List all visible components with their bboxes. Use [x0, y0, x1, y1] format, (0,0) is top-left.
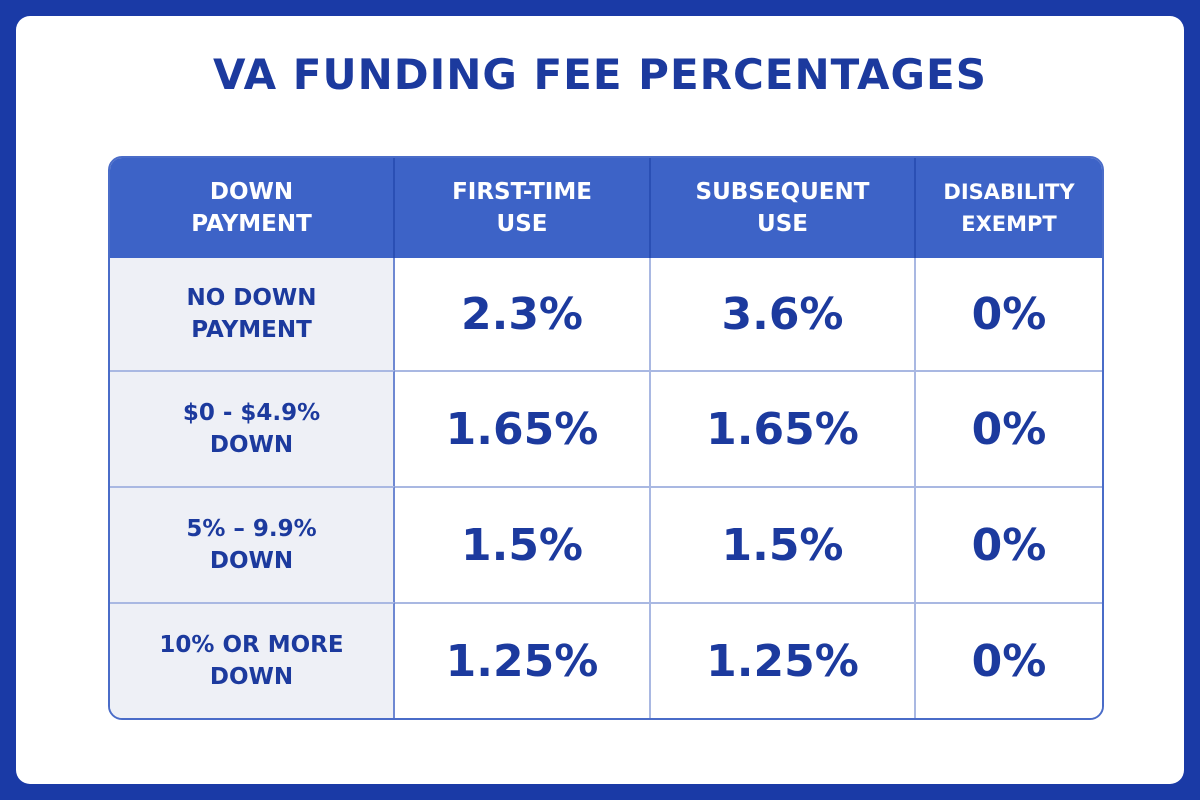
header-line: FIRST-TIME: [452, 179, 592, 205]
header-line: DISABILITY: [943, 180, 1075, 204]
header-down-payment: DOWN PAYMENT: [110, 158, 395, 258]
first-time-value: 1.65%: [395, 370, 651, 487]
subsequent-value: 3.6%: [651, 258, 916, 371]
exempt-value: 0%: [916, 258, 1102, 371]
row-label: NO DOWN PAYMENT: [110, 258, 395, 371]
label-line: PAYMENT: [191, 317, 312, 344]
exempt-value: 0%: [916, 370, 1102, 487]
label-line: 10% OR MORE: [159, 632, 344, 659]
subsequent-value: 1.5%: [651, 486, 916, 603]
first-time-value: 2.3%: [395, 258, 651, 371]
row-label: 5% – 9.9% DOWN: [110, 486, 395, 603]
header-first-time-use: FIRST-TIME USE: [395, 158, 651, 258]
header-line: PAYMENT: [191, 211, 312, 237]
table-row: 10% OR MORE DOWN 1.25% 1.25% 0%: [110, 602, 1102, 718]
table-row: NO DOWN PAYMENT 2.3% 3.6% 0%: [110, 258, 1102, 371]
header-line: USE: [496, 211, 548, 237]
row-label: $0 - $4.9% DOWN: [110, 370, 395, 487]
header-line: DOWN: [209, 179, 294, 205]
page-title: VA FUNDING FEE PERCENTAGES: [213, 50, 987, 99]
header-subsequent-use: SUBSEQUENT USE: [651, 158, 916, 258]
header-line: EXEMPT: [961, 212, 1057, 236]
header-line: SUBSEQUENT: [695, 179, 870, 205]
label-line: $0 - $4.9%: [182, 400, 321, 427]
label-line: NO DOWN: [186, 285, 317, 312]
row-label: 10% OR MORE DOWN: [110, 602, 395, 718]
header-disability-exempt: DISABILITY EXEMPT: [916, 158, 1102, 258]
header-line: USE: [757, 211, 808, 237]
label-line: DOWN: [209, 548, 294, 575]
fee-table: DOWN PAYMENT FIRST-TIME USE SUBSEQUENT USE …: [108, 156, 1104, 720]
exempt-value: 0%: [916, 486, 1102, 603]
first-time-value: 1.25%: [395, 602, 651, 718]
subsequent-value: 1.25%: [651, 602, 916, 718]
first-time-value: 1.5%: [395, 486, 651, 603]
subsequent-value: 1.65%: [651, 370, 916, 487]
header-row: DOWN PAYMENT FIRST-TIME USE SUBSEQUENT USE …: [110, 158, 1102, 258]
label-line: 5% – 9.9%: [186, 516, 317, 543]
label-line: DOWN: [209, 664, 294, 691]
exempt-value: 0%: [916, 602, 1102, 718]
table-row: 5% – 9.9% DOWN 1.5% 1.5% 0%: [110, 486, 1102, 603]
table-row: $0 - $4.9% DOWN 1.65% 1.65% 0%: [110, 370, 1102, 487]
label-line: DOWN: [209, 432, 294, 459]
